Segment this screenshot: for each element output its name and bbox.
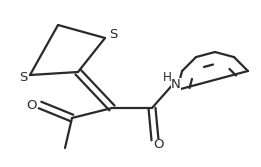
Text: H: H bbox=[163, 70, 171, 84]
Text: N: N bbox=[171, 77, 181, 91]
Text: O: O bbox=[154, 138, 164, 151]
Text: O: O bbox=[26, 99, 36, 112]
Text: S: S bbox=[19, 70, 27, 84]
Text: S: S bbox=[109, 28, 117, 41]
